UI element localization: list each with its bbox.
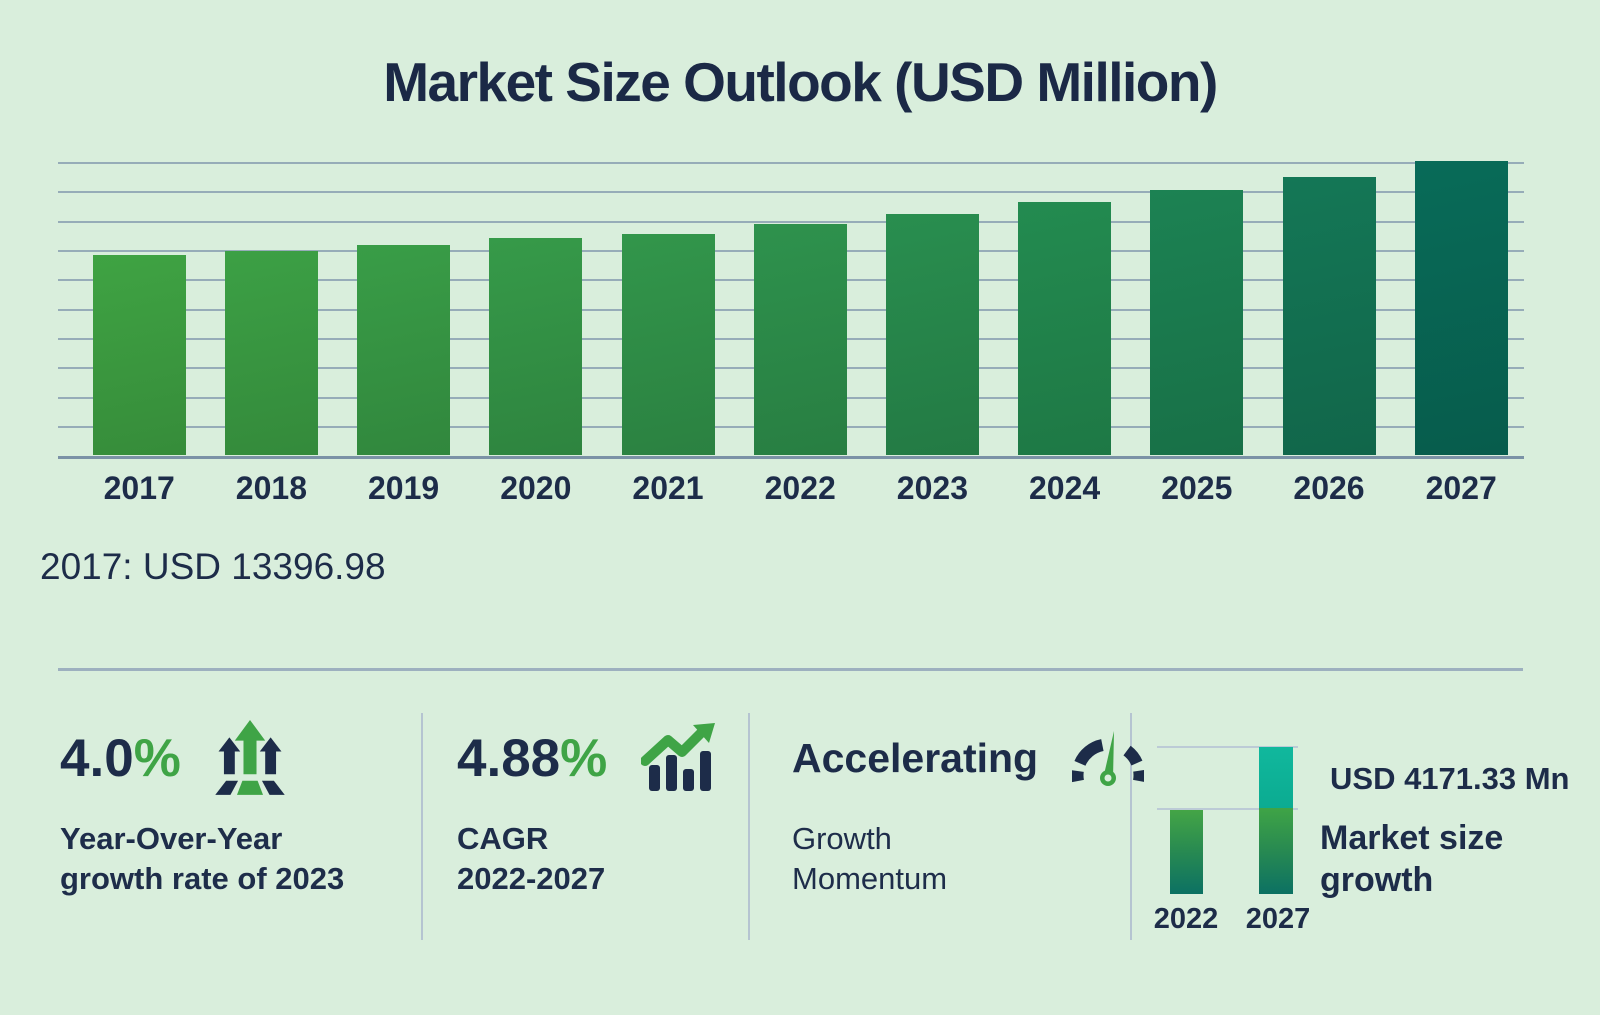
axis-label-2022: 2022 xyxy=(764,470,836,506)
mini-gridline-base xyxy=(1157,808,1298,810)
stat-momentum-value: Accelerating xyxy=(792,735,1038,782)
stat-momentum-label-line2: Momentum xyxy=(792,861,948,896)
axis-label-2018: 2018 xyxy=(235,470,307,506)
axis-label-2021: 2021 xyxy=(632,470,704,506)
bar-2021 xyxy=(621,233,715,455)
mini-bar-2027-base-segment xyxy=(1259,808,1293,894)
gridline xyxy=(58,191,1524,193)
stat-divider-3 xyxy=(1130,713,1132,940)
gridline xyxy=(58,162,1524,164)
stat-momentum-head: Accelerating xyxy=(792,715,1145,801)
growth-arrows-icon xyxy=(215,720,285,795)
mini-gridline-top xyxy=(1157,746,1298,748)
axis-label-2027: 2027 xyxy=(1425,470,1497,506)
stat-yoy-label: Year-Over-Year growth rate of 2023 xyxy=(60,819,344,899)
stat-cagr-value: 4.88% xyxy=(457,728,607,789)
mini-label-2022: 2022 xyxy=(1153,903,1219,935)
stat-yoy-label-line1: Year-Over-Year xyxy=(60,821,283,856)
axis-label-2023: 2023 xyxy=(896,470,968,506)
growth-caption-line2: growth xyxy=(1320,861,1434,899)
axis-label-2017: 2017 xyxy=(103,470,175,506)
bar-2024 xyxy=(1018,202,1112,455)
chart-title: Market Size Outlook (USD Million) xyxy=(383,51,1218,113)
gauge-icon xyxy=(1072,731,1145,786)
stat-yoy-head: 4.0% xyxy=(60,715,344,801)
main-bar-chart: 2017 2018 2019 2020 2021 2022 2023 2024 2025 2026… xyxy=(58,161,1524,506)
growth-caption-line1: Market size xyxy=(1320,819,1504,857)
stat-yoy-number: 4.0 xyxy=(60,728,134,788)
x-axis-line xyxy=(58,456,1524,459)
axis-label-2020: 2020 xyxy=(500,470,572,506)
growth-caption: Market size growth xyxy=(1320,817,1503,901)
stat-divider-2 xyxy=(748,713,750,940)
growth-amount: USD 4171.33 Mn xyxy=(1330,761,1570,796)
bar-2027 xyxy=(1414,161,1508,455)
growth-panel: 2022 2027 USD 4171.33 Mn Market size gro… xyxy=(1150,735,1600,945)
mini-bar-2027 xyxy=(1259,747,1293,894)
bar-trend-icon xyxy=(641,723,716,791)
bar-2018 xyxy=(224,251,318,455)
stat-momentum: Accelerating Growth Momentum xyxy=(792,715,1145,899)
bar-2022 xyxy=(753,223,847,455)
stat-momentum-label-line1: Growth xyxy=(792,821,892,856)
section-divider xyxy=(58,668,1523,671)
stat-cagr-percent-sign: % xyxy=(560,728,608,788)
bar-2023 xyxy=(885,214,979,455)
stat-cagr-head: 4.88% xyxy=(457,715,716,801)
bar-2025 xyxy=(1150,189,1244,455)
stat-cagr: 4.88% CAGR 2022-2027 xyxy=(457,715,716,899)
mini-bar-2027-growth-segment xyxy=(1259,747,1293,808)
stat-yoy-value: 4.0% xyxy=(60,728,181,789)
bar-2020 xyxy=(489,237,583,455)
axis-label-2026: 2026 xyxy=(1293,470,1365,506)
axis-label-2024: 2024 xyxy=(1029,470,1101,506)
stat-cagr-label: CAGR 2022-2027 xyxy=(457,819,715,899)
axis-label-2019: 2019 xyxy=(368,470,440,506)
callout-2017-value: 2017: USD 13396.98 xyxy=(40,546,386,587)
stat-cagr-number: 4.88 xyxy=(457,728,561,788)
gridline xyxy=(58,221,1524,223)
axis-label-2025: 2025 xyxy=(1161,470,1233,506)
stat-momentum-word: Accelerating xyxy=(792,734,1039,781)
bar-2017 xyxy=(92,255,186,455)
stat-yoy-label-line2: growth rate of 2023 xyxy=(60,861,345,896)
bar-2026 xyxy=(1282,177,1376,455)
stat-yoy-percent-sign: % xyxy=(133,728,181,788)
mini-bar-2022 xyxy=(1170,810,1203,894)
mini-label-2027: 2027 xyxy=(1245,903,1311,935)
stat-cagr-label-line2: 2022-2027 xyxy=(457,861,606,896)
stat-divider-1 xyxy=(421,713,423,940)
stat-momentum-label: Growth Momentum xyxy=(792,819,1144,899)
stat-yoy-growth: 4.0% Year-Over-Year growth rate of 2023 xyxy=(60,715,344,899)
stat-cagr-label-line1: CAGR xyxy=(457,821,549,856)
bar-2019 xyxy=(357,244,451,455)
